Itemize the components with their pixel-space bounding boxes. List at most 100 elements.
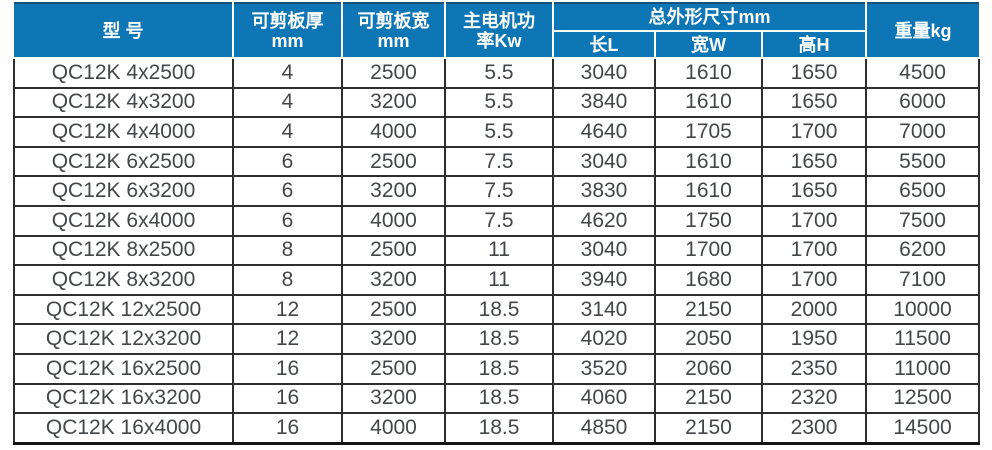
header-motor-power: 主电机功 率Kw bbox=[444, 2, 554, 59]
value-cell: 2500 bbox=[341, 293, 446, 326]
value-cell: 2350 bbox=[760, 352, 868, 385]
value-cell: 16 bbox=[232, 352, 343, 385]
value-cell: 18.5 bbox=[444, 293, 554, 326]
header-motor-power-line2: 率Kw bbox=[476, 30, 522, 51]
value-cell: 7.5 bbox=[444, 204, 554, 237]
table-row: QC12K 12x2500 12 2500 18.5 3140 2150 2000 10000 bbox=[13, 293, 981, 326]
value-cell: 3140 bbox=[552, 293, 656, 326]
model-cell: QC12K 6x2500 bbox=[13, 145, 234, 178]
value-cell: 3200 bbox=[341, 323, 446, 355]
model-cell: QC12K 6x3200 bbox=[13, 175, 234, 207]
value-cell: 6000 bbox=[865, 86, 981, 119]
value-cell: 3200 bbox=[341, 86, 446, 119]
value-cell: 12 bbox=[232, 323, 343, 355]
header-motor-power-line1: 主电机功 bbox=[463, 10, 535, 31]
value-cell: 1610 bbox=[654, 175, 763, 207]
value-cell: 18.5 bbox=[444, 382, 554, 415]
value-cell: 6 bbox=[232, 204, 343, 237]
table-row: QC12K 6x4000 6 4000 7.5 4620 1750 1700 7500 bbox=[13, 204, 981, 237]
value-cell: 8 bbox=[232, 264, 343, 296]
value-cell: 3520 bbox=[552, 352, 656, 385]
value-cell: 7.5 bbox=[444, 175, 554, 207]
header-weight: 重量kg bbox=[865, 2, 980, 59]
model-cell: QC12K 8x3200 bbox=[13, 264, 234, 296]
header-shear-width: 可剪板宽 mm bbox=[341, 2, 446, 59]
value-cell: 1650 bbox=[760, 145, 868, 178]
header-dimensions-group: 总外形尺寸mm bbox=[551, 2, 868, 32]
table-row: QC12K 12x3200 12 3200 18.5 4020 2050 1950 11500 bbox=[13, 323, 981, 355]
value-cell: 1610 bbox=[654, 145, 763, 178]
table-row: QC12K 4x2500 4 2500 5.5 3040 1610 1650 4500 bbox=[13, 58, 981, 89]
value-cell: 1650 bbox=[760, 86, 868, 119]
value-cell: 2150 bbox=[654, 412, 763, 445]
value-cell: 7500 bbox=[865, 204, 981, 237]
spec-table-body: QC12K 4x2500 4 2500 5.5 3040 1610 1650 4500 QC12… bbox=[13, 58, 981, 445]
value-cell: 3940 bbox=[552, 264, 656, 296]
header-shear-width-label: 可剪板宽 bbox=[357, 10, 430, 31]
model-cell: QC12K 4x4000 bbox=[13, 116, 234, 148]
value-cell: 5.5 bbox=[444, 58, 554, 89]
table-header: 型 号 可剪板厚 mm 可剪板宽 mm 主电机功 率Kw 总外形尺寸mm 重量k… bbox=[14, 2, 980, 59]
value-cell: 6 bbox=[232, 145, 343, 178]
value-cell: 3200 bbox=[341, 382, 446, 415]
value-cell: 4 bbox=[232, 58, 343, 89]
value-cell: 7100 bbox=[865, 264, 981, 296]
value-cell: 2500 bbox=[341, 58, 446, 89]
model-cell: QC12K 12x3200 bbox=[13, 323, 234, 355]
model-cell: QC12K 12x2500 bbox=[13, 293, 234, 326]
model-cell: QC12K 16x3200 bbox=[13, 382, 234, 415]
table-row: QC12K 8x3200 8 3200 11 3940 1680 1700 7100 bbox=[13, 264, 981, 296]
value-cell: 1700 bbox=[760, 264, 868, 296]
value-cell: 1700 bbox=[760, 204, 868, 237]
value-cell: 1650 bbox=[760, 175, 868, 207]
value-cell: 4500 bbox=[865, 58, 981, 89]
value-cell: 2500 bbox=[341, 145, 446, 178]
value-cell: 3200 bbox=[341, 264, 446, 296]
header-shear-thickness: 可剪板厚 mm bbox=[232, 2, 343, 59]
value-cell: 1700 bbox=[654, 234, 763, 267]
value-cell: 2500 bbox=[341, 234, 446, 267]
value-cell: 2150 bbox=[654, 382, 763, 415]
value-cell: 6500 bbox=[865, 175, 981, 207]
value-cell: 2060 bbox=[654, 352, 763, 385]
value-cell: 1680 bbox=[654, 264, 763, 296]
value-cell: 11 bbox=[444, 234, 554, 267]
model-cell: QC12K 16x2500 bbox=[13, 352, 234, 385]
value-cell: 8 bbox=[232, 234, 343, 267]
value-cell: 3840 bbox=[552, 86, 656, 119]
table-row: QC12K 16x3200 16 3200 18.5 4060 2150 2320 12500 bbox=[13, 382, 981, 415]
value-cell: 2050 bbox=[654, 323, 763, 355]
value-cell: 7.5 bbox=[444, 145, 554, 178]
spec-table: 型 号 可剪板厚 mm 可剪板宽 mm 主电机功 率Kw 总外形尺寸mm 重量k… bbox=[13, 2, 981, 445]
model-cell: QC12K 4x3200 bbox=[13, 86, 234, 119]
value-cell: 4000 bbox=[341, 204, 446, 237]
value-cell: 3830 bbox=[552, 175, 656, 207]
value-cell: 2150 bbox=[654, 293, 763, 326]
model-cell: QC12K 8x2500 bbox=[13, 234, 234, 267]
value-cell: 12500 bbox=[865, 382, 981, 415]
value-cell: 1750 bbox=[654, 204, 763, 237]
value-cell: 6200 bbox=[865, 234, 981, 267]
value-cell: 16 bbox=[232, 382, 343, 415]
value-cell: 6 bbox=[232, 175, 343, 207]
value-cell: 10000 bbox=[865, 293, 981, 326]
value-cell: 3040 bbox=[552, 58, 656, 89]
value-cell: 4000 bbox=[341, 412, 446, 445]
value-cell: 18.5 bbox=[444, 352, 554, 385]
value-cell: 11000 bbox=[865, 352, 981, 385]
table-row: QC12K 4x3200 4 3200 5.5 3840 1610 1650 6000 bbox=[13, 86, 981, 119]
value-cell: 18.5 bbox=[444, 412, 554, 445]
value-cell: 4850 bbox=[552, 412, 656, 445]
table-row: QC12K 16x4000 16 4000 18.5 4850 2150 2300 14500 bbox=[13, 412, 981, 445]
value-cell: 1705 bbox=[654, 116, 763, 148]
value-cell: 1610 bbox=[654, 58, 763, 89]
table-row: QC12K 8x2500 8 2500 11 3040 1700 1700 6200 bbox=[13, 234, 981, 267]
value-cell: 2000 bbox=[760, 293, 868, 326]
value-cell: 4000 bbox=[341, 116, 446, 148]
value-cell: 4640 bbox=[552, 116, 656, 148]
value-cell: 2320 bbox=[760, 382, 868, 415]
value-cell: 4 bbox=[232, 86, 343, 119]
header-dim-width: 宽W bbox=[654, 30, 763, 59]
value-cell: 1700 bbox=[760, 234, 868, 267]
